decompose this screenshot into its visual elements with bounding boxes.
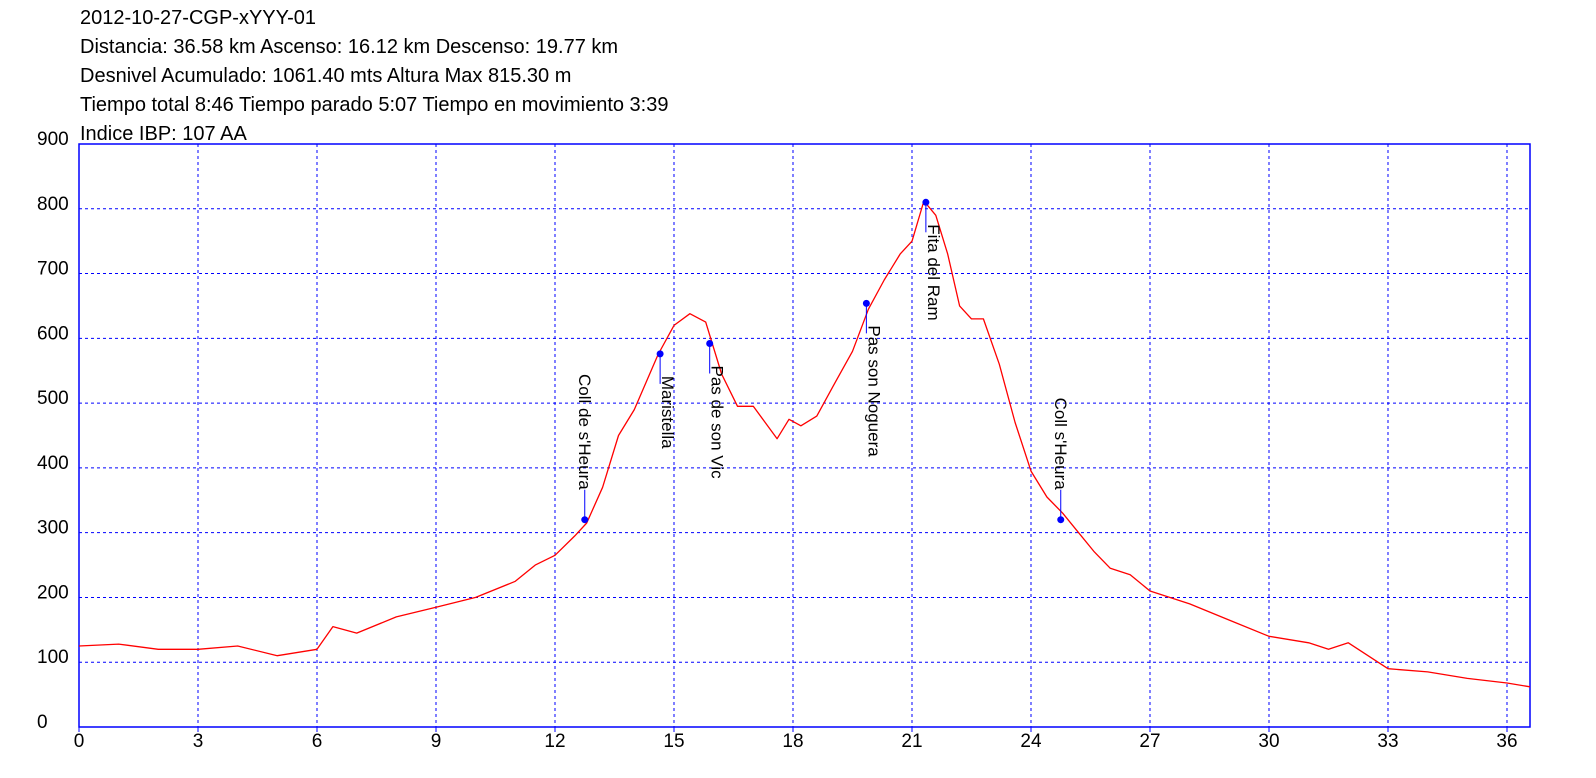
y-tick-label: 700 xyxy=(37,259,69,280)
y-tick-label: 500 xyxy=(37,388,69,409)
y-tick-label: 900 xyxy=(37,129,69,150)
elevation-summary: Desnivel Acumulado: 1061.40 mts Altura M… xyxy=(80,65,572,87)
x-tick-label: 15 xyxy=(663,731,684,752)
waypoint-label: Pas de son Vic xyxy=(708,366,727,480)
waypoint-marker xyxy=(706,340,714,348)
elevation-line xyxy=(78,200,1531,688)
x-tick-label: 30 xyxy=(1258,731,1279,752)
x-tick-label: 33 xyxy=(1377,731,1398,752)
track-title: 2012-10-27-CGP-xYYY-01 xyxy=(80,7,317,29)
x-tick-label: 0 xyxy=(74,731,85,752)
y-tick-label: 300 xyxy=(37,518,69,539)
waypoint-label: Maristella xyxy=(658,376,677,449)
waypoint-marker xyxy=(1057,516,1065,524)
x-tick-label: 36 xyxy=(1496,731,1517,752)
chart-header: 2012-10-27-CGP-xYYY-01 Distancia: 36.58 … xyxy=(80,4,669,149)
distance-summary: Distancia: 36.58 km Ascenso: 16.12 km De… xyxy=(80,36,619,58)
x-tick-label: 27 xyxy=(1139,731,1160,752)
x-tick-label: 24 xyxy=(1020,731,1042,752)
x-tick-label: 12 xyxy=(544,731,565,752)
waypoint-label: Pas son Noguera xyxy=(864,325,883,457)
y-tick-label: 400 xyxy=(37,453,69,474)
waypoint-marker xyxy=(922,198,930,206)
waypoint-marker xyxy=(581,516,589,524)
y-tick-label: 200 xyxy=(37,582,69,603)
x-tick-label: 18 xyxy=(782,731,803,752)
waypoint-marker xyxy=(862,299,870,307)
time-summary: Tiempo total 8:46 Tiempo parado 5:07 Tie… xyxy=(80,94,669,116)
waypoint-label: Fita del Ram xyxy=(924,224,943,320)
waypoint-label: Coll de s'Heura xyxy=(575,374,594,490)
x-tick-label: 3 xyxy=(193,731,204,752)
x-tick-label: 21 xyxy=(901,731,922,752)
ibp-index: Indice IBP: 107 AA xyxy=(80,123,247,145)
y-tick-label: 0 xyxy=(37,712,48,733)
y-tick-label: 100 xyxy=(37,647,69,668)
y-tick-label: 600 xyxy=(37,323,69,344)
waypoint-label: Coll s'Heura xyxy=(1051,398,1070,491)
x-tick-label: 9 xyxy=(431,731,442,752)
waypoint-marker xyxy=(656,350,664,358)
y-tick-label: 800 xyxy=(37,194,69,215)
plot-frame xyxy=(78,143,1531,728)
x-tick-label: 6 xyxy=(312,731,323,752)
